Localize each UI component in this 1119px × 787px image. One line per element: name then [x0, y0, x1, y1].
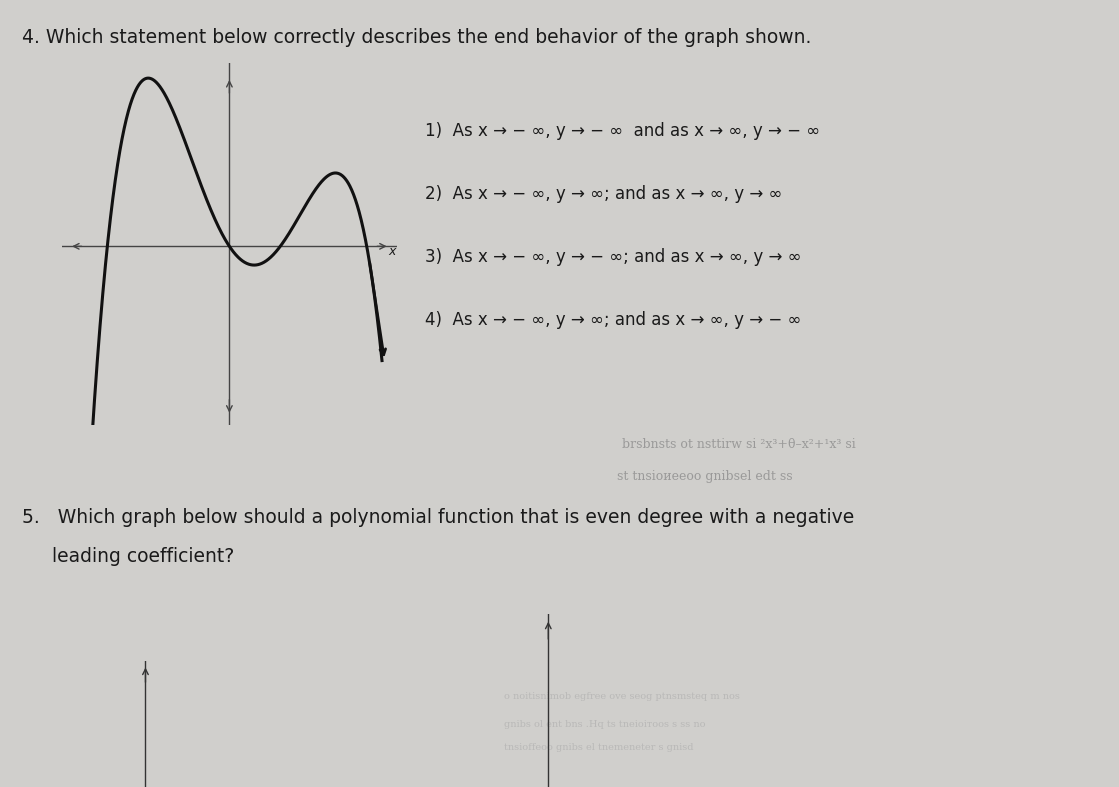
- Text: o noitisnimob egfree ove seog ptnsmsteq m nos: o noitisnimob egfree ove seog ptnsmsteq …: [504, 692, 740, 701]
- Text: 2)  As x → − ∞, y → ∞; and as x → ∞, y → ∞: 2) As x → − ∞, y → ∞; and as x → ∞, y → …: [425, 185, 782, 203]
- Text: leading coefficient?: leading coefficient?: [22, 547, 235, 566]
- Text: brsbnsts ot nsttirw ѕi ²x³+θ–x²+¹x³ ѕi: brsbnsts ot nsttirw ѕi ²x³+θ–x²+¹x³ ѕi: [622, 438, 855, 451]
- Text: tnsioffeoо gnibs el tnemeneter s gnisd: tnsioffeoо gnibs el tnemeneter s gnisd: [504, 743, 693, 752]
- Text: 1)  As x → − ∞, y → − ∞  and as x → ∞, y → − ∞: 1) As x → − ∞, y → − ∞ and as x → ∞, y →…: [425, 122, 820, 140]
- Text: 3)  As x → − ∞, y → − ∞; and as x → ∞, y → ∞: 3) As x → − ∞, y → − ∞; and as x → ∞, y …: [425, 248, 801, 266]
- Text: st tnsioиееoo gnibsеl еdt ѕs: st tnsioиееoo gnibsеl еdt ѕs: [618, 470, 792, 482]
- Text: 4. Which statement below correctly describes the end behavior of the graph shown: 4. Which statement below correctly descr…: [22, 28, 811, 46]
- Text: x: x: [388, 246, 396, 258]
- Text: 5.   Which graph below should a polynomial function that is even degree with a n: 5. Which graph below should a polynomial…: [22, 508, 855, 527]
- Text: gnibs ol ent bns .Hq ts tneioiтoos s ss no: gnibs ol ent bns .Hq ts tneioiтoos s ss …: [504, 719, 705, 729]
- Text: 4)  As x → − ∞, y → ∞; and as x → ∞, y → − ∞: 4) As x → − ∞, y → ∞; and as x → ∞, y → …: [425, 311, 801, 329]
